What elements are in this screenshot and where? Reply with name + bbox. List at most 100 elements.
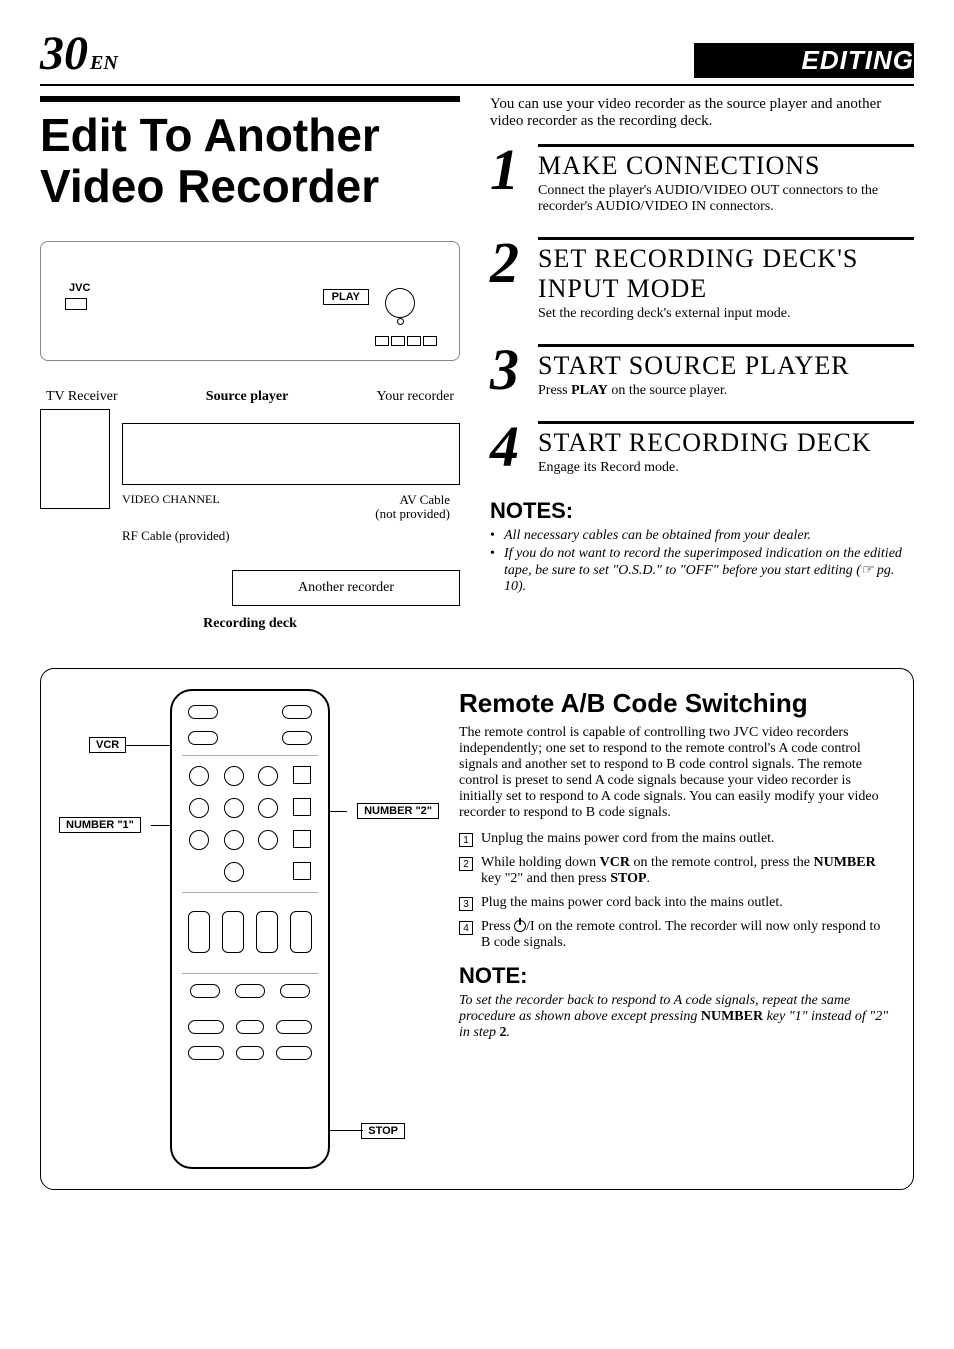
remote-rocker-2	[222, 911, 244, 953]
step-rule	[538, 144, 914, 147]
step-4: 4 START RECORDING DECK Engage its Record…	[490, 421, 914, 476]
header-rule	[40, 84, 914, 86]
remote-rew	[188, 1020, 224, 1034]
recording-deck-label: Recording deck	[40, 616, 460, 632]
remote-row-rockers	[172, 897, 328, 959]
remote-sep3	[182, 973, 318, 974]
remote-ff	[276, 1020, 312, 1034]
main-heading: Edit To Another Video Recorder	[40, 110, 460, 211]
remote-step-1: 1 Unplug the mains power cord from the ma…	[459, 831, 889, 847]
remote-rocker-1	[188, 911, 210, 953]
step-desc-1: Connect the player's AUDIO/VIDEO OUT con…	[538, 183, 914, 215]
remote-pause	[276, 1046, 312, 1060]
remote-text-column: Remote A/B Code Switching The remote con…	[459, 689, 889, 1169]
rs2e: key "2" and then press	[481, 871, 610, 886]
rs4b: /I on the remote control. The recorder w…	[481, 919, 880, 950]
step-1: 1 MAKE CONNECTIONS Connect the player's …	[490, 144, 914, 215]
rs2d: NUMBER	[813, 855, 875, 870]
note-item-2: If you do not want to record the superim…	[490, 546, 914, 595]
remote-aux2	[293, 830, 311, 848]
remote-step-2: 2 While holding down VCR on the remote co…	[459, 855, 889, 887]
remote-num-4	[189, 798, 209, 818]
step-desc-2: Set the recording deck's external input …	[538, 306, 914, 322]
vcr-jog-dial	[385, 288, 415, 318]
remote-num-8	[224, 830, 244, 850]
page-lang: EN	[90, 52, 118, 74]
heading-rule	[40, 96, 460, 102]
your-recorder-label: Your recorder	[376, 389, 454, 405]
another-recorder-text: Another recorder	[298, 580, 394, 596]
remote-note-text: To set the recorder back to respond to A…	[459, 993, 889, 1041]
remote-rocker-4	[290, 911, 312, 953]
remote-row-menu	[172, 978, 328, 1004]
remote-stop	[236, 1046, 264, 1060]
remote-num-9	[258, 830, 278, 850]
step3-prefix: Press	[538, 383, 571, 398]
numbox-4: 4	[459, 921, 473, 935]
numbox-1: 1	[459, 833, 473, 847]
remote-disp	[293, 766, 311, 784]
remote-step-1-text: Unplug the mains power cord from the mai…	[481, 831, 775, 846]
remote-step-3: 3Plug the mains power cord back into the…	[459, 895, 889, 911]
step-3: 3 START SOURCE PLAYER Press PLAY on the …	[490, 344, 914, 399]
step-number-2: 2	[490, 237, 524, 289]
remote-heading: Remote A/B Code Switching	[459, 689, 889, 718]
remote-tv-btn	[282, 731, 312, 745]
step3-suffix: on the source player.	[608, 383, 727, 398]
source-player-label: Source player	[206, 389, 289, 405]
rs2a: While holding down	[481, 855, 600, 870]
callout-number-2: NUMBER "2"	[357, 803, 439, 819]
remote-num-6	[258, 798, 278, 818]
remote-diagram-column: VCR NUMBER "1" NUMBER "2" STOP	[65, 689, 435, 1169]
video-channel-text: VIDEO CHANNEL	[122, 492, 220, 506]
connection-labels-row: TV Receiver Source player Your recorder	[40, 389, 460, 409]
remote-row-num-789	[172, 824, 328, 856]
notes-heading: NOTES:	[490, 498, 914, 524]
vcr-cassette-slot	[65, 298, 87, 310]
vcr-transport-buttons	[375, 336, 437, 346]
rs2c: on the remote control, press the	[630, 855, 814, 870]
av-cable-note: (not provided)	[375, 506, 450, 521]
step-body-4: START RECORDING DECK Engage its Record m…	[538, 421, 914, 476]
step-rule	[538, 421, 914, 424]
video-channel-label: VIDEO CHANNEL	[122, 493, 220, 522]
remote-num-7	[189, 830, 209, 850]
remote-power2	[282, 705, 312, 719]
remote-aux1	[293, 798, 311, 816]
remote-sep2	[182, 892, 318, 893]
remote-power1	[188, 705, 218, 719]
callout-stop: STOP	[361, 1123, 405, 1139]
step-desc-4: Engage its Record mode.	[538, 460, 914, 476]
step-desc-3: Press PLAY on the source player.	[538, 383, 914, 399]
numbox-3: 3	[459, 897, 473, 911]
another-recorder-box: Another recorder	[232, 570, 460, 606]
remote-num-3	[258, 766, 278, 786]
rnb: NUMBER	[701, 1009, 763, 1024]
remote-num-0	[224, 862, 244, 882]
remote-vcr-btn	[188, 731, 218, 745]
numbox-2: 2	[459, 857, 473, 871]
step-body-2: SET RECORDING DECK'S INPUT MODE Set the …	[538, 237, 914, 322]
remote-aux3	[293, 862, 311, 880]
remote-row-power	[172, 691, 328, 725]
remote-menu-3	[280, 984, 310, 998]
notes-list: All necessary cables can be obtained fro…	[490, 528, 914, 595]
step-number-3: 3	[490, 344, 524, 396]
remote-menu-2	[235, 984, 265, 998]
intro-text: You can use your video recorder as the s…	[490, 96, 914, 130]
play-button-label: PLAY	[323, 289, 369, 305]
remote-step-4: 4Press /I on the remote control. The rec…	[459, 919, 889, 951]
rs2b: VCR	[600, 855, 630, 870]
left-column: Edit To Another Video Recorder JVC PLAY …	[40, 96, 460, 632]
remote-paragraph: The remote control is capable of control…	[459, 725, 889, 821]
remote-row-num-456	[172, 792, 328, 824]
note-item-1: All necessary cables can be obtained fro…	[490, 528, 914, 544]
page-header: 30EN EDITING	[40, 30, 914, 78]
page-number-block: 30EN	[40, 30, 118, 78]
remote-sep1	[182, 755, 318, 756]
power-icon	[514, 920, 526, 932]
callout-number-1: NUMBER "1"	[59, 817, 141, 833]
remote-num-5	[224, 798, 244, 818]
tv-receiver-label: TV Receiver	[46, 389, 118, 405]
step-title-2: SET RECORDING DECK'S INPUT MODE	[538, 244, 914, 304]
